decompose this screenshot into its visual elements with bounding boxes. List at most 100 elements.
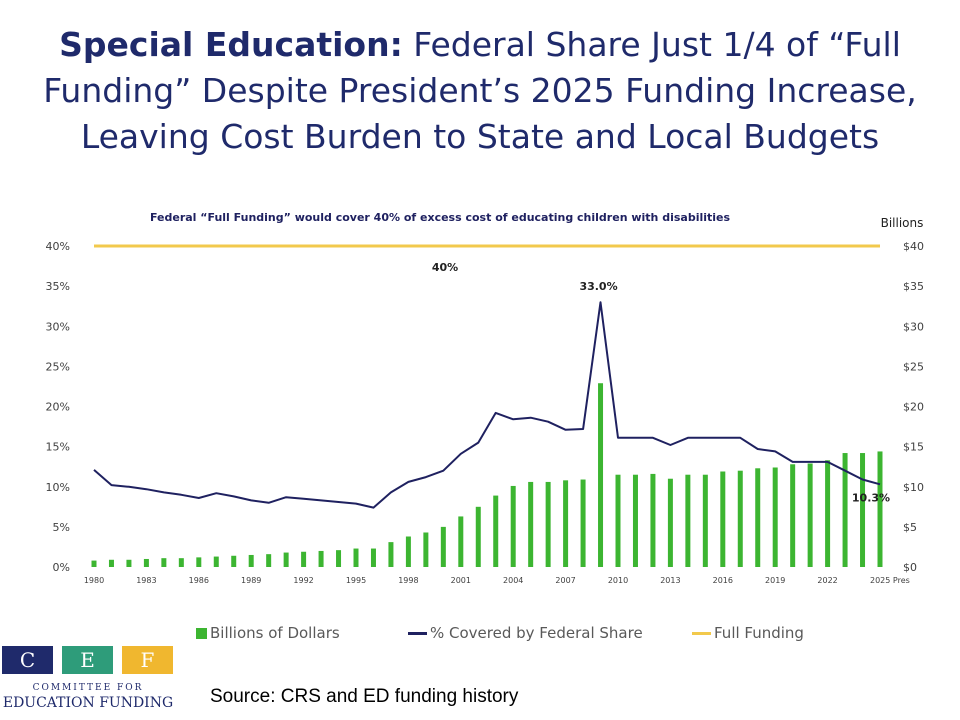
data-label: 10.3% — [852, 491, 890, 504]
bar — [213, 556, 219, 567]
bar — [266, 554, 272, 567]
bar — [475, 506, 481, 567]
x-tick-label: 2007 — [555, 576, 575, 585]
x-tick-label: 1989 — [241, 576, 261, 585]
x-tick-label: 1986 — [189, 576, 209, 585]
bar — [231, 555, 237, 567]
bar — [353, 548, 359, 567]
legend-swatch-bars — [196, 627, 207, 639]
legend-item-line: % Covered by Federal Share — [408, 624, 643, 642]
bar — [405, 536, 411, 567]
bar — [825, 460, 831, 567]
right-tick-label: $20 — [903, 401, 924, 414]
bar — [196, 557, 202, 567]
bar — [755, 468, 761, 567]
chart-subtitle: Federal “Full Funding” would cover 40% o… — [150, 211, 731, 224]
x-tick-label: 1998 — [398, 576, 418, 585]
right-axis: $0 $5 $10 $15 $20 $25 $30 $35 $40 — [903, 240, 924, 574]
federal-share-line — [93, 301, 881, 509]
title-rest: Federal Share Just 1/4 of “Full — [402, 25, 901, 64]
title-lead: Special Education: — [59, 25, 403, 64]
right-tick-label: $0 — [903, 561, 917, 574]
legend-label-line: % Covered by Federal Share — [430, 624, 643, 642]
source-note: Source: CRS and ED funding history — [210, 686, 519, 707]
bar — [91, 560, 97, 567]
bar — [615, 474, 621, 567]
left-tick-label: 5% — [53, 521, 70, 534]
x-tick-label: 2022 — [817, 576, 837, 585]
bar — [650, 473, 656, 567]
legend-swatch-full — [692, 631, 711, 635]
x-tick-label: 1995 — [346, 576, 366, 585]
logo-box-f: F — [122, 646, 173, 674]
legend: Billions of Dollars % Covered by Federal… — [196, 624, 896, 648]
bar — [388, 542, 394, 567]
bar — [632, 474, 638, 567]
bar — [161, 558, 167, 567]
left-tick-label: 20% — [46, 401, 70, 414]
bar — [580, 479, 586, 567]
title-line2: Funding” Despite President’s 2025 Fundin… — [43, 71, 917, 110]
bar — [370, 548, 376, 567]
x-tick-label: 2001 — [451, 576, 471, 585]
bar — [772, 467, 778, 567]
x-tick-label: 1983 — [136, 576, 156, 585]
bar — [301, 551, 307, 567]
bar — [737, 470, 743, 567]
left-axis: 0% 5% 10% 15% 20% 25% 30% 35% 40% — [46, 240, 70, 574]
right-tick-label: $30 — [903, 320, 924, 333]
bar — [563, 480, 569, 567]
left-tick-label: 15% — [46, 441, 70, 454]
data-label: 33.0% — [579, 280, 617, 293]
bar — [528, 481, 534, 567]
legend-item-bars: Billions of Dollars — [196, 624, 340, 642]
bar — [126, 559, 132, 567]
legend-label-full: Full Funding — [714, 624, 804, 642]
cef-logo: C E F COMMITTEE FOR EDUCATION FUNDING — [2, 646, 174, 716]
bar — [510, 485, 516, 567]
bar — [423, 532, 429, 567]
left-tick-label: 35% — [46, 280, 70, 293]
logo-line1: COMMITTEE FOR — [32, 683, 144, 693]
line-series — [93, 244, 881, 509]
right-tick-label: $15 — [903, 441, 924, 454]
bar — [493, 495, 499, 567]
x-tick-label: 2019 — [765, 576, 785, 585]
bar — [702, 474, 708, 567]
legend-swatch-line — [408, 631, 427, 635]
bar — [440, 526, 446, 567]
x-tick-label: 2013 — [660, 576, 680, 585]
bar — [458, 516, 464, 567]
left-tick-label: 0% — [53, 561, 70, 574]
bar-series — [91, 383, 883, 567]
x-tick-label: 2025 Pres — [870, 576, 910, 585]
left-tick-label: 25% — [46, 360, 70, 373]
legend-label-bars: Billions of Dollars — [210, 624, 340, 642]
bar — [318, 550, 324, 567]
left-tick-label: 10% — [46, 481, 70, 494]
bar — [178, 558, 184, 567]
bar — [598, 383, 604, 567]
right-tick-label: $25 — [903, 360, 924, 373]
logo-box-c: C — [2, 646, 53, 674]
bar — [860, 453, 866, 567]
right-tick-label: $35 — [903, 280, 924, 293]
left-tick-label: 40% — [46, 240, 70, 253]
bar — [807, 463, 813, 567]
bar — [108, 559, 114, 567]
right-axis-unit: Billions — [881, 216, 924, 230]
bar — [283, 552, 289, 567]
x-tick-label: 2010 — [608, 576, 628, 585]
bar — [545, 481, 551, 567]
x-tick-label: 1992 — [293, 576, 313, 585]
bar — [685, 474, 691, 567]
bar — [248, 554, 254, 567]
left-tick-label: 30% — [46, 320, 70, 333]
logo-line2: EDUCATION FUNDING — [2, 695, 174, 711]
bar — [790, 464, 796, 567]
right-tick-label: $5 — [903, 521, 917, 534]
bar — [842, 453, 848, 567]
bar — [143, 558, 149, 567]
logo-box-e: E — [62, 646, 113, 674]
x-tick-label: 1980 — [84, 576, 104, 585]
